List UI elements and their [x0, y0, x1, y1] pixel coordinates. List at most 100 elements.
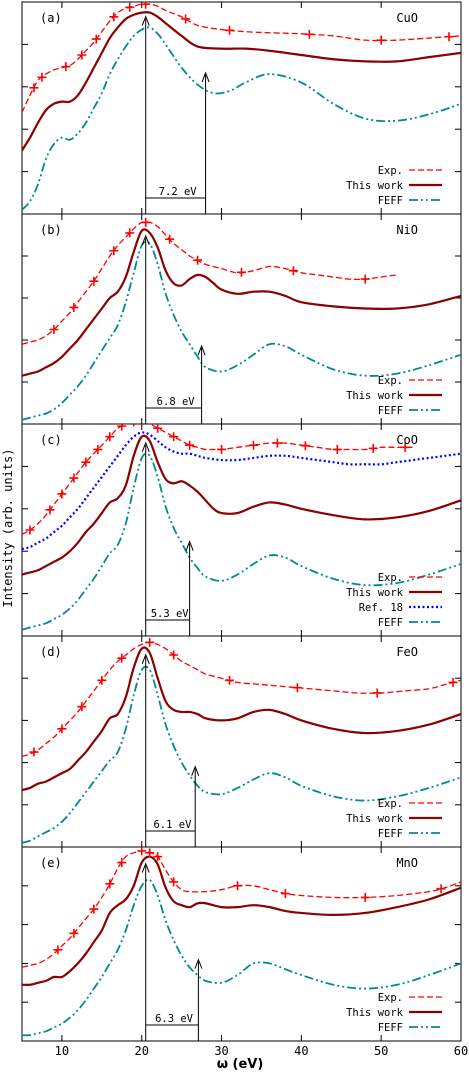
exp-marker: [89, 904, 99, 914]
x-tick-label: 40: [294, 1044, 308, 1058]
exp-marker: [93, 444, 103, 454]
exp-marker: [272, 438, 282, 448]
x-axis: 10 20 30 40 50 60: [55, 1044, 469, 1058]
series-line-this_work: [22, 11, 461, 151]
legend-label: Exp.: [378, 572, 403, 584]
exp-marker: [81, 457, 91, 467]
series-line-exp: [22, 221, 398, 345]
exp-marker: [25, 525, 35, 535]
exp-marker: [292, 683, 302, 693]
transition-arrow-main-head: [141, 441, 150, 453]
legend-label: FEFF: [378, 617, 403, 629]
exp-marker: [109, 12, 119, 22]
legend-label: This work: [346, 180, 404, 192]
x-tick-label: 20: [135, 1044, 149, 1058]
exp-marker: [117, 653, 127, 663]
exp-marker: [77, 702, 87, 712]
compound-label: MnO: [396, 856, 418, 870]
series-line-this_work: [22, 855, 461, 986]
exp-marker: [217, 444, 227, 454]
series-line-this_work: [22, 646, 461, 792]
series-group: [22, 847, 461, 1037]
exp-marker: [169, 432, 179, 442]
panel-label: (a): [40, 11, 62, 25]
series-line-feff: [22, 452, 461, 631]
exp-marker: [57, 724, 67, 734]
exp-marker: [91, 34, 101, 44]
legend-label: Exp.: [378, 165, 403, 177]
exp-marker: [400, 442, 410, 452]
series-group: [22, 2, 461, 211]
compound-label: NiO: [396, 223, 418, 237]
energy-gap-label: 6.1 eV: [153, 819, 192, 831]
compound-label: FeO: [396, 645, 418, 659]
exp-marker: [69, 302, 79, 312]
legend-label: FEFF: [378, 195, 403, 207]
exp-marker: [372, 688, 382, 698]
legend-label: This work: [346, 587, 404, 599]
exp-marker: [49, 325, 59, 334]
x-axis-label: ω (eV): [217, 1057, 264, 1072]
legend-label: This work: [346, 390, 404, 402]
exp-marker: [117, 424, 127, 431]
x-tick-label: 30: [214, 1044, 228, 1058]
exp-marker: [69, 473, 79, 483]
energy-gap-label: 5.3 eV: [151, 608, 190, 620]
exp-marker: [300, 441, 310, 451]
legend-label: This work: [346, 1007, 404, 1019]
legend-label: FEFF: [378, 828, 403, 840]
exp-marker: [29, 747, 39, 757]
exp-marker: [132, 424, 135, 427]
exp-marker: [61, 62, 71, 72]
series-line-feff: [22, 26, 461, 211]
exp-marker: [125, 228, 135, 238]
legend-label: Exp.: [378, 375, 403, 387]
exp-marker: [109, 246, 119, 256]
transition-arrow-secondary-head: [185, 540, 194, 551]
legend-label: Exp.: [378, 798, 403, 810]
panel-feo: 6.1 eV (d) FeO Exp. This work FEFF: [21, 635, 462, 848]
exp-marker: [137, 847, 147, 856]
transition-arrow-main-head: [141, 862, 150, 873]
exp-marker: [77, 50, 87, 60]
compound-label: CoO: [396, 433, 418, 447]
transition-arrow-main-head: [141, 653, 150, 664]
panel-frame: [21, 846, 462, 1042]
exp-marker: [360, 274, 370, 284]
exp-marker: [225, 675, 235, 685]
series-line-feff: [22, 240, 461, 421]
legend-label: Exp.: [378, 992, 403, 1004]
exp-marker: [153, 852, 163, 862]
panel-nio: 6.8 eV (b) NiO Exp. This work FEFF: [21, 213, 462, 425]
panel-label: (b): [40, 223, 62, 237]
exp-marker: [193, 255, 203, 265]
exp-marker: [181, 14, 191, 24]
series-line-this_work: [22, 228, 461, 377]
energy-gap-label: 6.8 eV: [157, 396, 196, 408]
series-line-feff: [22, 878, 461, 1037]
exp-marker: [145, 637, 155, 647]
energy-gap-label: 6.3 eV: [155, 1013, 194, 1025]
exp-marker: [169, 650, 179, 660]
transition-arrow-main-head: [141, 234, 150, 246]
series-line-ref18: [22, 431, 461, 551]
exp-marker: [165, 234, 175, 244]
exp-marker: [105, 879, 115, 889]
panel-cuo: 7.2 eV (a) CuO Exp. This work FEFF: [21, 1, 462, 215]
panel-mno: 6.3 eV (e) MnO Exp. This work FEFF: [21, 846, 462, 1042]
exp-marker: [376, 35, 386, 45]
panels: 7.2 eV (a) CuO Exp. This work FEFF 6.8 eV (b) Ni…: [21, 1, 462, 1042]
exp-marker: [141, 2, 151, 9]
series-line-exp: [22, 424, 414, 535]
exp-marker: [69, 928, 79, 938]
exp-marker: [37, 72, 47, 82]
series-group: [22, 424, 461, 631]
series-line-feff: [22, 665, 461, 844]
exp-marker: [436, 884, 446, 894]
panel-coo: 5.3 eV (c) CoO Exp. This work Ref. 18 FEFF: [21, 423, 462, 637]
exp-marker: [185, 440, 195, 450]
exp-marker: [45, 505, 55, 515]
exp-marker: [57, 489, 67, 499]
series-line-this_work: [22, 434, 461, 576]
